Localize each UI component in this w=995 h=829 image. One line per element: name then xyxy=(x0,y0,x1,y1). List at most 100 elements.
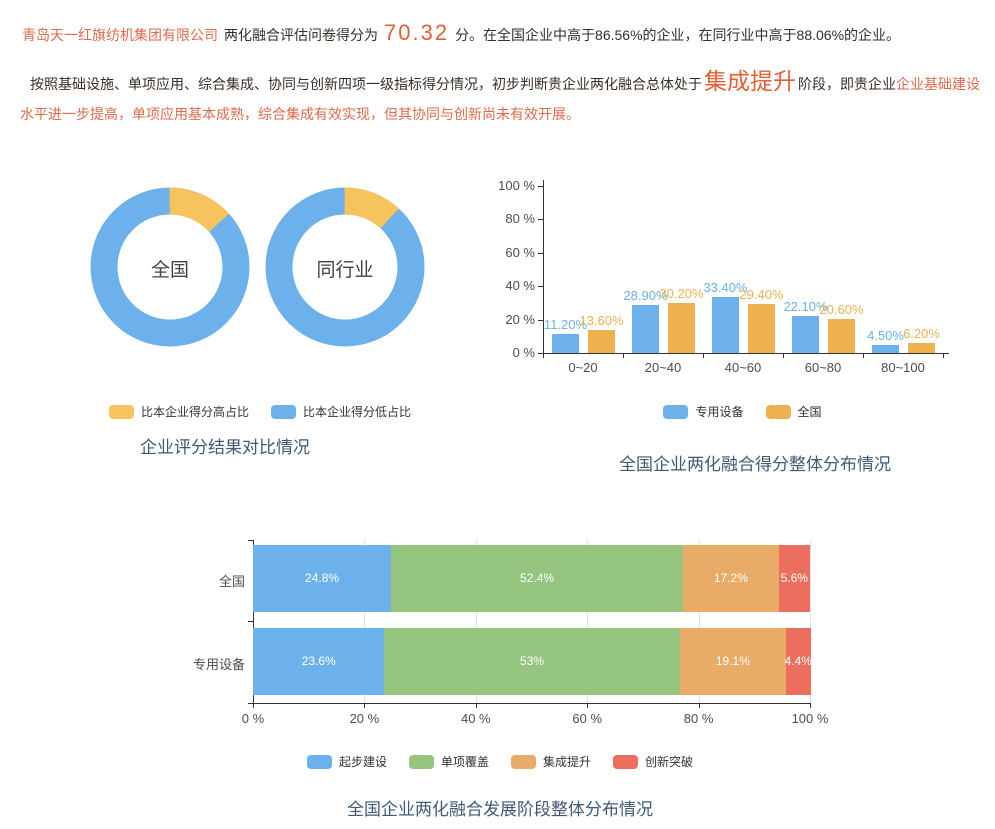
x-tick-label: 100 % xyxy=(791,711,829,726)
bar-专用设备 xyxy=(552,334,579,353)
bar-专用设备 xyxy=(872,345,899,353)
bar-value-label: 22.10% xyxy=(783,299,828,315)
chart-legend: 起步建设 单项覆盖 集成提升 创新突破 xyxy=(150,753,850,770)
x-axis-line xyxy=(253,703,810,704)
legend-swatch-icon xyxy=(663,404,689,419)
donut-industry xyxy=(265,187,425,347)
score-value: 70.32 xyxy=(384,20,450,45)
segment-value-label: 53% xyxy=(520,653,545,668)
x-axis-tick xyxy=(543,353,544,358)
bar-全国 xyxy=(908,342,935,353)
x-axis-tick xyxy=(810,703,811,708)
stack-segment-起步建设 xyxy=(253,628,385,695)
bar-专用设备 xyxy=(792,316,819,353)
bar-专用设备 xyxy=(712,297,739,353)
gridline xyxy=(698,540,700,703)
bar-value-label: 33.40% xyxy=(703,280,748,296)
y-axis-tick xyxy=(248,621,253,622)
stack-segment-单项覆盖 xyxy=(384,628,680,695)
x-tick-label: 0 % xyxy=(241,711,265,726)
legend-label: 单项覆盖 xyxy=(440,755,489,769)
bar-全国 xyxy=(588,330,615,353)
stack-segment-创新突破 xyxy=(786,628,811,695)
legend-swatch-icon xyxy=(613,754,639,769)
x-axis-tick xyxy=(475,703,477,708)
x-category-label: 40~60 xyxy=(724,360,762,375)
bar-value-label: 28.90% xyxy=(623,287,668,303)
y-axis-tick xyxy=(538,286,543,288)
legend-label: 创新突破 xyxy=(645,755,694,769)
bar-value-label: 11.20% xyxy=(543,317,588,333)
x-category-label: 80~100 xyxy=(881,360,925,375)
donut-center-label: 同行业 xyxy=(316,260,374,281)
segment-value-label: 17.2% xyxy=(713,570,748,585)
legend-label: 起步建设 xyxy=(338,755,387,769)
y-axis-tick xyxy=(538,252,543,254)
legend-swatch-icon xyxy=(306,754,332,769)
x-axis-tick xyxy=(253,703,254,708)
stack-segment-集成提升 xyxy=(683,545,779,612)
legend-swatch-icon xyxy=(408,754,434,769)
donut-comparison-chart: 全国 同行业比本企业得分高占比 比本企业得分低占比企业评分结果对比情况 xyxy=(60,180,460,470)
legend-label: 专用设备 xyxy=(695,405,744,419)
legend-item[interactable]: 专用设备 xyxy=(663,403,744,420)
y-axis-tick xyxy=(538,186,543,187)
legend-item[interactable]: 创新突破 xyxy=(613,753,693,770)
chart-legend: 比本企业得分高占比 比本企业得分低占比 xyxy=(60,403,460,420)
legend-item[interactable]: 全国 xyxy=(765,403,822,420)
legend-swatch-icon xyxy=(271,404,296,419)
legend-item[interactable]: 单项覆盖 xyxy=(408,753,489,770)
legend-item[interactable]: 比本企业得分高占比 xyxy=(108,403,249,420)
segment-value-label: 24.8% xyxy=(305,570,340,585)
bar-专用设备 xyxy=(632,304,659,353)
legend-swatch-icon xyxy=(765,404,791,419)
score-distribution-bar-chart: 0 % 20 % 40 % 60 % 80 % 100 % 11.20% 13.60% 0~20… xyxy=(490,176,995,476)
x-axis-line xyxy=(543,353,949,354)
legend-label: 比本企业得分低占比 xyxy=(303,405,412,419)
donut-slice-higher-share xyxy=(90,187,250,347)
segment-value-label: 52.4% xyxy=(520,570,555,585)
stage-summary-paragraph: 按照基础设施、单项应用、综合集成、协同与创新四项一级指标得分情况，初步判断贵企业… xyxy=(20,66,982,129)
stage-mid-text: 阶段，即贵企业 xyxy=(798,76,896,92)
legend-label: 集成提升 xyxy=(543,755,592,769)
legend-swatch-icon xyxy=(511,754,536,769)
gridline xyxy=(587,540,589,703)
bar-value-label: 30.20% xyxy=(659,285,704,301)
x-axis-tick xyxy=(783,353,784,358)
legend-swatch-icon xyxy=(108,404,134,419)
chart-title: 全国企业两化融合发展阶段整体分布情况 xyxy=(347,800,653,819)
segment-value-label: 4.4% xyxy=(784,653,812,668)
stage-intro-text: 按照基础设施、单项应用、综合集成、协同与创新四项一级指标得分情况，初步判断贵企业… xyxy=(30,76,702,92)
stage-name: 集成提升 xyxy=(704,68,796,94)
x-axis-tick xyxy=(364,703,366,708)
stage-detail-text: 企业基础建设水平进一步提高，单项应用基本成熟，综合集成有效实现，但其协同与创新尚… xyxy=(20,76,980,122)
chart-title: 企业评分结果对比情况 xyxy=(140,438,310,457)
legend-label: 全国 xyxy=(797,405,822,419)
y-axis-line xyxy=(253,540,254,703)
bar-value-label: 20.60% xyxy=(819,301,864,317)
donut-center-label: 全国 xyxy=(150,260,189,281)
legend-label: 比本企业得分高占比 xyxy=(140,405,249,419)
legend-item[interactable]: 比本企业得分低占比 xyxy=(271,403,411,420)
donut-svg xyxy=(265,187,425,347)
y-category-label: 全国 xyxy=(218,573,245,589)
chart-title: 全国企业两化融合得分整体分布情况 xyxy=(619,455,891,474)
x-category-label: 0~20 xyxy=(568,360,598,375)
company-name: 青岛天一红旗纺机集团有限公司 xyxy=(22,27,218,43)
bar-value-label: 6.20% xyxy=(903,325,940,341)
x-category-label: 60~80 xyxy=(804,360,842,375)
score-prefix-text: 两化融合评估问卷得分为 xyxy=(224,27,378,43)
donut-svg xyxy=(90,187,250,347)
gridline xyxy=(810,540,811,703)
legend-item[interactable]: 集成提升 xyxy=(511,753,591,770)
stage-distribution-stacked-chart: 0 % 20 % 40 % 60 % 80 % 100 % 全国 24.8% 52.4% 17.2… xyxy=(150,535,850,825)
y-tick-label: 60 % xyxy=(505,244,535,260)
bar-value-label: 13.60% xyxy=(579,313,624,329)
legend-item[interactable]: 起步建设 xyxy=(306,753,387,770)
y-axis-tick xyxy=(538,319,543,321)
stack-segment-起步建设 xyxy=(253,545,392,612)
stack-segment-单项覆盖 xyxy=(391,545,683,612)
stack-segment-创新突破 xyxy=(778,545,810,612)
x-axis-tick xyxy=(943,353,944,358)
